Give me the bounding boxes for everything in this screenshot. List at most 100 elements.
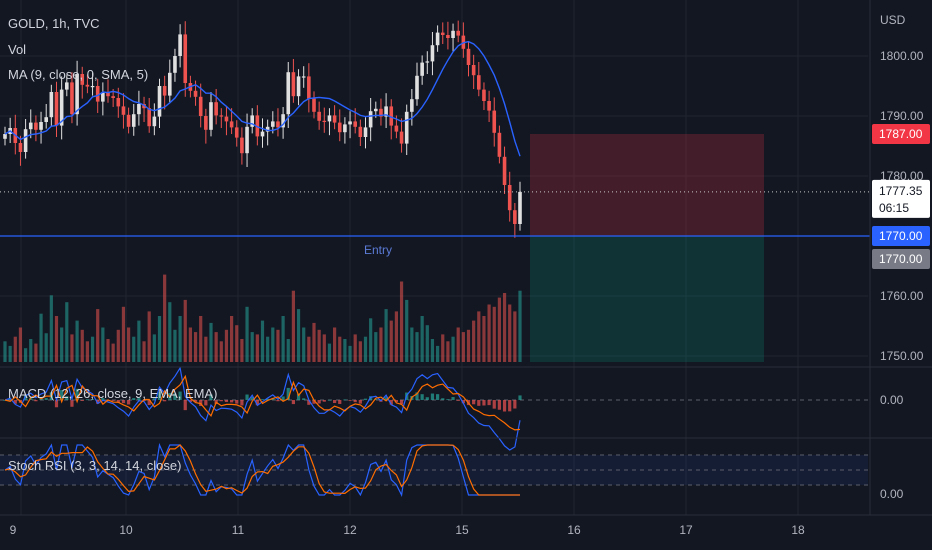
volume-bar-48 (250, 332, 254, 362)
candle-body-34 (178, 34, 182, 56)
volume-bar-27 (142, 341, 146, 362)
macd-histogram-bar-6 (34, 400, 38, 402)
countdown-label: 06:15 (879, 201, 909, 215)
candle-body-84 (435, 32, 440, 46)
price-tick-label-2: 1780.00 (880, 169, 924, 183)
volume-bar-69 (358, 341, 362, 362)
macd-histogram-bar-17 (90, 399, 95, 400)
macd-histogram-bar-84 (436, 394, 440, 400)
macd-legend[interactable]: MACD (12, 26, close, 9, EMA, EMA) (8, 386, 218, 401)
macd-histogram-bar-80 (415, 392, 419, 400)
candle-body-63 (327, 115, 332, 122)
macd-histogram-bar-46 (240, 400, 244, 406)
ma-legend[interactable]: MA (9, close, 0, SMA, 5) (8, 67, 149, 82)
volume-bar-3 (18, 327, 23, 362)
candle-body-46 (240, 137, 244, 154)
macd-histogram-bar-10 (54, 400, 59, 408)
candle-body-24 (126, 114, 131, 127)
volume-bar-6 (34, 343, 38, 362)
candle-body-72 (374, 108, 378, 112)
time-tick-label-4: 15 (455, 523, 469, 537)
macd-histogram-bar-100 (518, 395, 522, 400)
time-tick-label-7: 18 (791, 523, 805, 537)
macd-histogram-bar-96 (497, 400, 501, 410)
candle-body-81 (420, 62, 424, 76)
volume-bar-61 (317, 329, 321, 362)
volume-bar-7 (39, 313, 43, 362)
macd-histogram-bar-30 (157, 391, 162, 400)
macd-histogram-bar-89 (461, 400, 465, 404)
volume-bar-17 (90, 336, 95, 362)
volume-bar-47 (245, 306, 249, 362)
volume-bar-85 (441, 334, 445, 362)
volume-bar-37 (193, 332, 198, 362)
volume-bar-83 (430, 339, 435, 362)
candle-body-64 (332, 115, 337, 123)
macd-histogram-bar-39 (204, 400, 208, 406)
volume-bar-11 (60, 327, 64, 362)
volume-legend[interactable]: Vol (8, 42, 27, 57)
candle-body-14 (75, 74, 79, 115)
volume-bar-70 (363, 336, 368, 362)
candle-body-87 (451, 30, 455, 38)
macd-histogram-bar-87 (451, 397, 455, 400)
candle-body-53 (276, 121, 280, 128)
price-axis[interactable]: 1800.00 1790.00 1780.00 1760.00 1750.00 1787.… (872, 49, 930, 501)
macd-histogram-bar-63 (327, 399, 332, 401)
candle-body-47 (245, 126, 249, 154)
candle-body-40 (209, 102, 213, 130)
symbol-legend[interactable]: GOLD, 1h, TVC (8, 16, 100, 31)
macd-histogram-bar-58 (302, 398, 306, 400)
pane-dividers (0, 0, 932, 516)
candle-body-85 (440, 32, 445, 35)
volume-bar-78 (405, 299, 409, 362)
candle-body-18 (95, 86, 100, 102)
macd-histogram-bar-61 (317, 400, 321, 404)
candle-body-98 (507, 185, 512, 211)
candle-body-90 (466, 48, 471, 65)
volume-bar-75 (389, 320, 393, 362)
macd-histogram-bar-13 (70, 400, 74, 407)
volume-bar-42 (219, 341, 223, 362)
candle-body-23 (121, 106, 126, 115)
volume-bar-73 (379, 327, 383, 362)
entry-annotation: Entry (364, 243, 392, 257)
volume-bar-9 (49, 295, 53, 362)
volume-bar-71 (369, 318, 373, 362)
candle-body-58 (301, 76, 306, 78)
macd-histogram-bar-74 (384, 397, 388, 400)
macd-histogram-bar-27 (142, 400, 146, 402)
stoch-rsi-legend[interactable]: Stoch RSI (3, 3, 14, 14, close) (8, 458, 182, 473)
time-axis[interactable]: 9 10 11 12 15 16 17 18 (10, 523, 805, 537)
volume-bar-53 (276, 329, 280, 362)
macd-histogram-bar-59 (307, 400, 311, 405)
volume-bar-77 (399, 281, 404, 362)
macd-histogram-bar-44 (230, 400, 234, 403)
macd-histogram-bar-86 (446, 399, 450, 400)
volume-bar-4 (24, 348, 28, 362)
volume-bar-66 (343, 339, 347, 362)
current-price-label: 1777.35 (879, 184, 923, 198)
candle-body-13 (70, 82, 74, 115)
volume-bar-59 (307, 336, 311, 362)
stoch-d-line (4, 444, 520, 496)
target-price-label-bg (872, 249, 930, 269)
candle-body-77 (399, 131, 404, 144)
candle-body-42 (219, 115, 224, 117)
macd-histogram-bar-95 (492, 400, 496, 409)
time-tick-label-5: 16 (567, 523, 581, 537)
volume-bar-93 (482, 316, 486, 362)
volume-bar-40 (209, 322, 213, 362)
candle-body-50 (260, 131, 265, 137)
volume-bar-99 (513, 311, 517, 362)
volume-bar-12 (65, 302, 69, 362)
candle-body-5 (28, 122, 33, 130)
candle-body-41 (214, 102, 218, 116)
macd-histogram-bar-69 (358, 400, 362, 404)
candle-body-92 (477, 75, 481, 90)
candle-body-97 (502, 156, 507, 185)
macd-line (4, 366, 521, 451)
candle-body-28 (147, 108, 151, 127)
volume-bar-81 (420, 316, 424, 362)
